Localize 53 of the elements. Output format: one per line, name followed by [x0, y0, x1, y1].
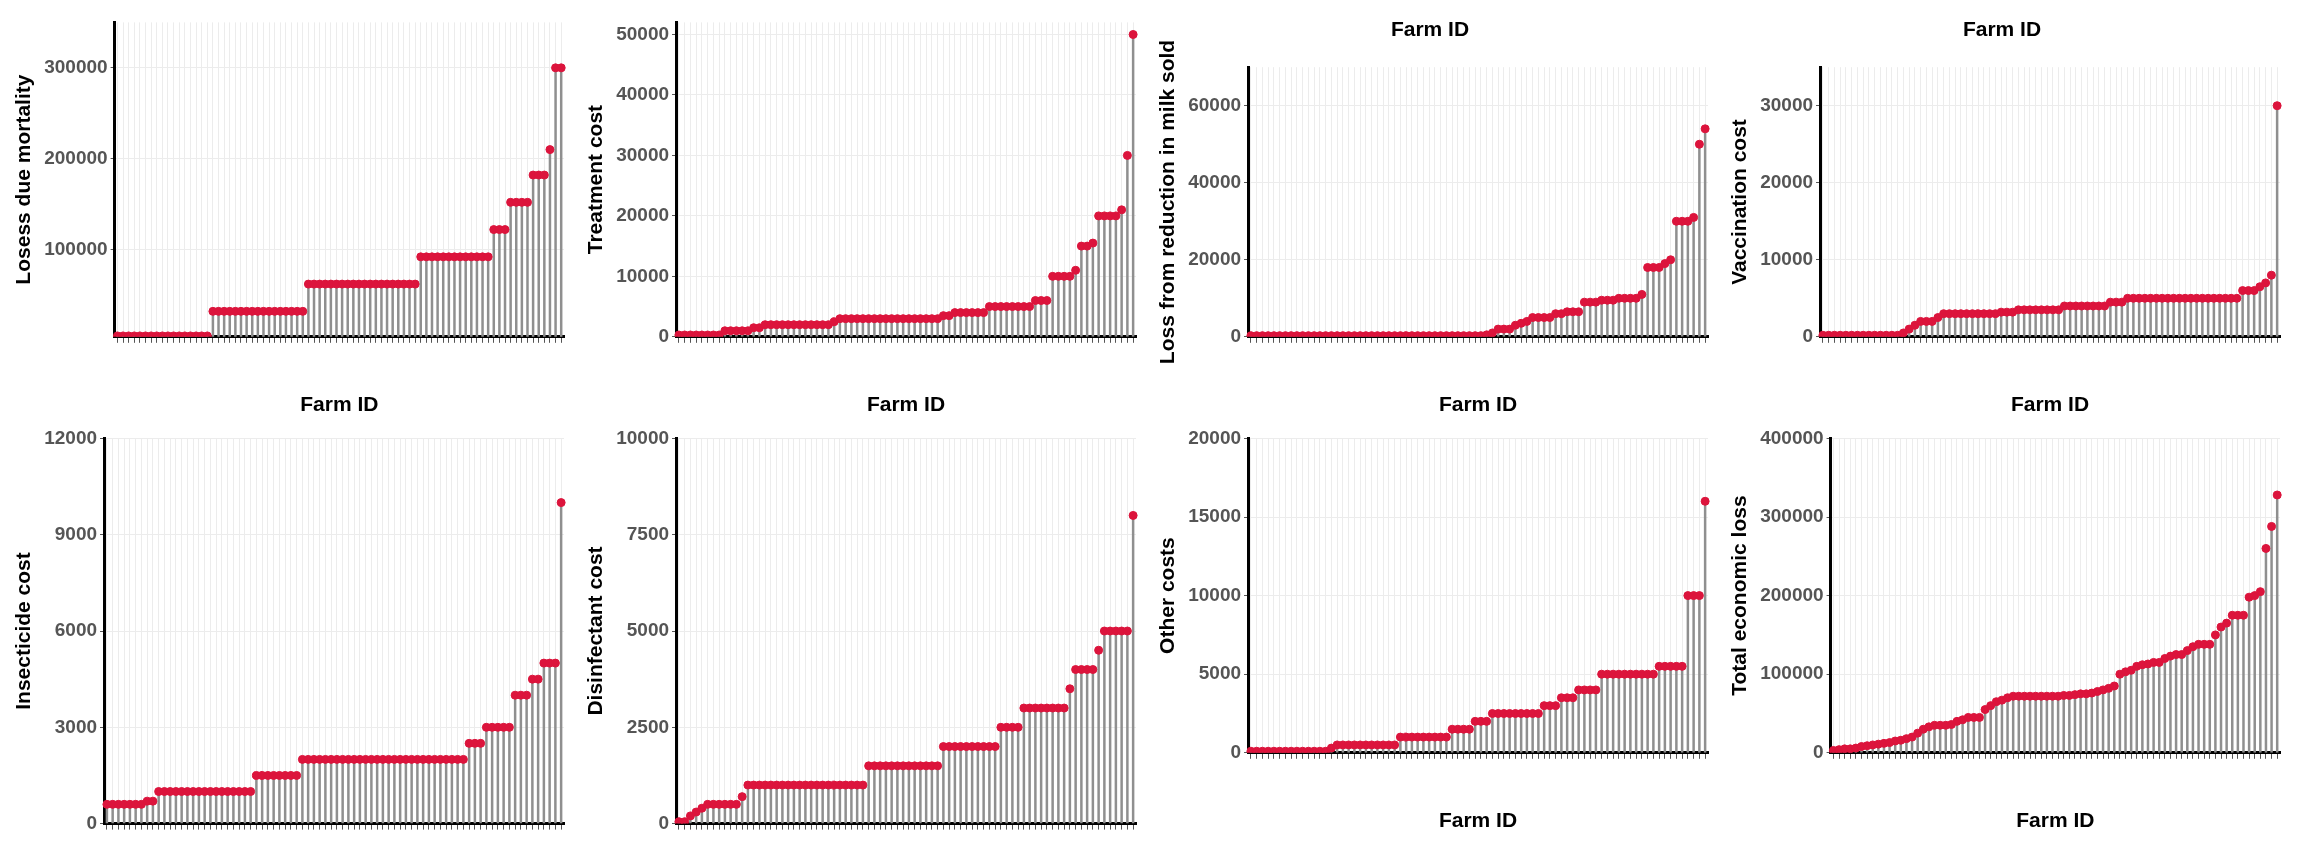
y-axis-title: Other costs [1155, 537, 1179, 654]
y-tick-label: 100000 [44, 237, 108, 259]
y-axis-title: Losess due mortality [11, 74, 35, 285]
y-tick-label: 30000 [1760, 93, 1814, 115]
chart-title: Farm ID [1390, 17, 1470, 41]
y-tick-label: 50000 [616, 22, 670, 44]
y-tick-label: 60000 [1188, 93, 1242, 115]
x-axis-title: Farm ID [1438, 392, 1518, 416]
y-tick-label: 10000 [616, 426, 670, 448]
y-axis-title: Insecticide cost [11, 552, 35, 710]
y-tick-label: 20000 [616, 204, 670, 226]
y-tick-label: 12000 [44, 426, 98, 448]
y-tick-label: 5000 [626, 619, 670, 641]
y-tick-label: 3000 [54, 715, 98, 737]
y-axis-title: Total economic loss [1727, 495, 1751, 696]
y-axis-title: Loss from reduction in milk sold [1155, 39, 1179, 365]
y-tick-label: 300000 [44, 56, 108, 78]
y-tick-label: 100000 [1760, 662, 1824, 684]
x-axis-title: Farm ID [1438, 808, 1518, 832]
y-tick-label: 0 [1802, 325, 1814, 347]
y-tick-label: 20000 [1188, 426, 1242, 448]
y-tick-label: 6000 [54, 619, 98, 641]
y-tick-label: 7500 [626, 522, 670, 544]
y-tick-label: 400000 [1760, 426, 1824, 448]
y-tick-label: 10000 [616, 264, 670, 286]
y-tick-label: 20000 [1760, 170, 1814, 192]
y-axis-title: Treatment cost [583, 104, 607, 255]
y-tick-label: 40000 [616, 83, 670, 105]
y-tick-label: 5000 [1198, 662, 1242, 684]
y-tick-label: 0 [658, 811, 670, 833]
y-tick-label: 0 [1230, 741, 1242, 763]
y-tick-label: 200000 [1760, 583, 1824, 605]
y-tick-label: 9000 [54, 522, 98, 544]
y-axis-title: Disinfectant cost [583, 546, 607, 716]
x-axis-title: Farm ID [2010, 392, 2090, 416]
y-tick-label: 30000 [616, 143, 670, 165]
x-axis-title: Farm ID [300, 392, 379, 416]
x-axis-title: Farm ID [2016, 808, 2095, 832]
y-tick-label: 0 [86, 811, 98, 833]
y-tick-label: 10000 [1760, 248, 1814, 270]
y-tick-label: 0 [658, 325, 670, 347]
y-axis-title: Vaccination cost [1727, 119, 1751, 285]
y-tick-label: 2500 [626, 715, 670, 737]
y-tick-label: 10000 [1188, 583, 1242, 605]
y-tick-label: 20000 [1188, 248, 1242, 270]
y-tick-label: 200000 [44, 146, 108, 168]
y-tick-label: 300000 [1760, 505, 1824, 527]
y-tick-label: 0 [1813, 741, 1824, 763]
chart-title: Farm ID [1962, 17, 2042, 41]
y-tick-label: 15000 [1188, 505, 1242, 527]
x-axis-title: Farm ID [866, 392, 946, 416]
y-tick-label: 0 [1230, 325, 1242, 347]
y-tick-label: 40000 [1188, 170, 1242, 192]
